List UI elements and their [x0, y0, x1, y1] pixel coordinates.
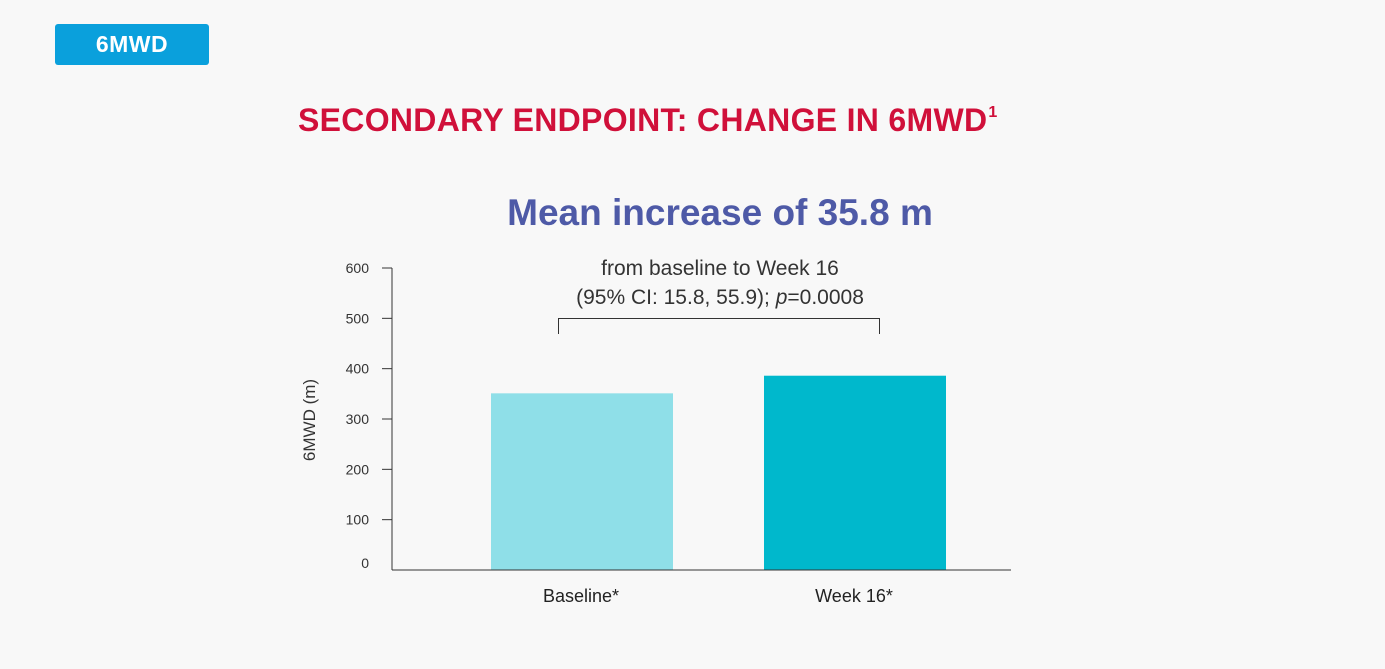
- y-axis-ticks: 0 100 200 300 400 500 600: [346, 260, 392, 571]
- annotation-ci: (95% CI: 15.8, 55.9);: [576, 286, 776, 309]
- annotation-line-1: from baseline to Week 16: [601, 257, 839, 280]
- y-tick-label: 0: [361, 555, 369, 571]
- x-axis-labels: Baseline* Week 16*: [543, 586, 893, 606]
- y-axis-label: 6MWD (m): [300, 379, 319, 461]
- annotation-p-value: =0.0008: [787, 286, 864, 309]
- bar-week-16: [764, 375, 946, 570]
- section-title-text: SECONDARY ENDPOINT: CHANGE IN 6MWD: [298, 102, 988, 138]
- endpoint-tag: 6MWD: [55, 24, 209, 65]
- annotation-p-symbol: p: [775, 286, 788, 309]
- x-tick-label: Baseline*: [543, 586, 619, 606]
- chart-headline: Mean increase of 35.8 m: [507, 192, 933, 233]
- y-tick-label: 500: [346, 310, 370, 326]
- bars: [491, 375, 946, 570]
- y-tick-label: 200: [346, 461, 370, 477]
- significance-bracket: [558, 318, 880, 334]
- y-tick-label: 300: [346, 411, 370, 427]
- section-title: SECONDARY ENDPOINT: CHANGE IN 6MWD1: [298, 102, 998, 139]
- section-title-footnote: 1: [988, 104, 998, 121]
- y-tick-label: 100: [346, 512, 370, 528]
- x-tick-label: Week 16*: [815, 586, 893, 606]
- bar-baseline: [491, 393, 673, 570]
- y-tick-label: 400: [346, 361, 370, 377]
- annotation-line-2: (95% CI: 15.8, 55.9); p=0.0008: [576, 286, 864, 309]
- y-tick-label: 600: [346, 260, 370, 276]
